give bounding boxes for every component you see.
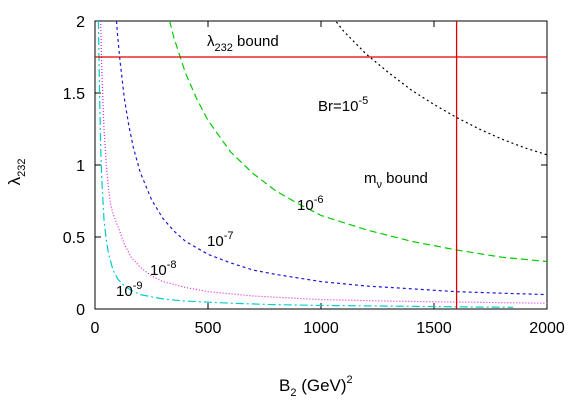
x-tick-labels: 0 500 1000 1500 2000 — [91, 320, 565, 337]
y-axis-label: λ232 — [5, 159, 28, 186]
curves — [97, 21, 547, 308]
lambda-bound-label: λ232 bound — [207, 33, 279, 54]
curve-label-1e-8: 10-8 — [150, 259, 176, 279]
curve-label-1e-7: 10-7 — [207, 230, 233, 250]
bound-lines — [95, 21, 547, 309]
curve-label-1e-6: 10-6 — [297, 194, 323, 214]
ticks — [94, 20, 548, 310]
br-label: Br=10-5 — [318, 95, 368, 115]
y-tick-label: 1 — [76, 158, 85, 175]
y-tick-label: 2 — [76, 14, 85, 31]
x-axis-label: B2 (GeV)2 — [279, 374, 353, 399]
x-tick-label: 1500 — [416, 320, 452, 337]
curve-label-1e-9: 10-9 — [116, 280, 142, 300]
series-line-4 — [97, 21, 514, 308]
x-tick-label: 0 — [91, 320, 100, 337]
series-line-3 — [100, 21, 547, 304]
y-tick-label: 0 — [76, 302, 85, 319]
y-tick-labels: 0 0.5 1 1.5 2 — [63, 14, 85, 319]
x-tick-label: 2000 — [529, 320, 565, 337]
x-tick-label: 1000 — [303, 320, 339, 337]
x-tick-label: 500 — [195, 320, 222, 337]
mnu-bound-label: mν bound — [364, 170, 428, 191]
y-tick-label: 1.5 — [63, 86, 85, 103]
y-tick-label: 0.5 — [63, 230, 85, 247]
